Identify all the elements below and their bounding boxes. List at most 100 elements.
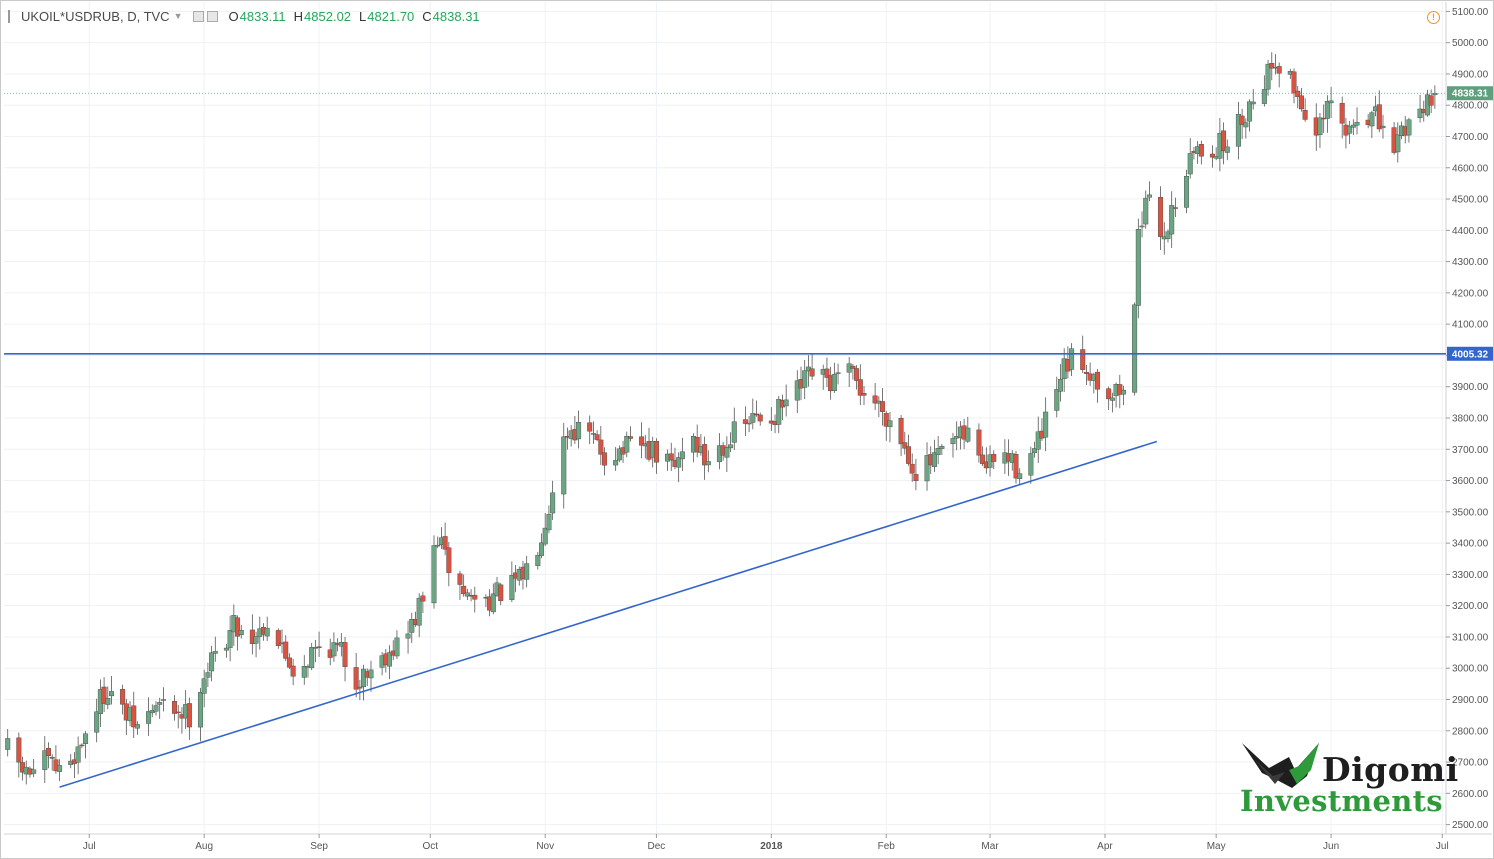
candle-body xyxy=(316,646,322,648)
candle-body xyxy=(368,669,374,679)
candle-body xyxy=(75,746,81,763)
candle-body xyxy=(431,545,437,604)
candle-body xyxy=(1146,194,1152,198)
candle-body xyxy=(357,686,363,689)
y-tick-label: 4800.00 xyxy=(1452,101,1489,112)
price-axis[interactable]: 5100.00 5000.00 4900.00 4800.00 4700.00 4600.… xyxy=(1446,7,1493,831)
candle-body xyxy=(1235,114,1241,147)
candle-body xyxy=(794,380,800,401)
y-tick-label: 2700.00 xyxy=(1452,758,1489,769)
candle-body xyxy=(57,765,63,772)
candle-body xyxy=(1221,130,1227,152)
candle-body xyxy=(850,365,856,369)
settings-icon[interactable] xyxy=(192,10,204,22)
candle-body xyxy=(1187,153,1193,175)
close-icon[interactable] xyxy=(206,10,218,22)
y-tick-label: 4200.00 xyxy=(1452,288,1489,299)
x-tick-label: Jul xyxy=(1436,841,1449,852)
last-price-label: 4838.31 xyxy=(1452,89,1489,100)
candle-body xyxy=(1143,197,1149,225)
x-tick-label: Jul xyxy=(83,841,96,852)
candle-body xyxy=(898,418,904,445)
candle-body xyxy=(1295,90,1301,98)
candle-body xyxy=(724,446,730,458)
candle-body xyxy=(283,641,289,659)
exclamation-circle-icon[interactable]: ! xyxy=(1427,11,1440,24)
candle-body xyxy=(909,463,915,474)
candle-body xyxy=(1017,473,1023,479)
last-price-tag xyxy=(1447,86,1493,101)
candle-body xyxy=(435,544,441,547)
candle-body xyxy=(464,592,470,597)
candle-body xyxy=(79,744,85,747)
candle-body xyxy=(728,444,734,449)
candle-body xyxy=(1172,207,1178,209)
y-tick-label: 3000.00 xyxy=(1452,664,1489,675)
overlay-lines[interactable] xyxy=(4,92,1446,788)
candle-body xyxy=(705,461,711,466)
candle-body xyxy=(420,595,426,602)
candle-body xyxy=(49,756,55,759)
candle-body xyxy=(1269,63,1275,69)
candle-body xyxy=(1406,119,1412,136)
candle-body xyxy=(1057,379,1063,392)
candle-body xyxy=(542,527,548,545)
candle-body xyxy=(913,474,919,481)
candle-body xyxy=(731,421,737,443)
candle-body xyxy=(472,594,478,600)
candle-body xyxy=(1035,431,1041,450)
chart-legend: UKOIL*USDRUB, D, TVC ▼ O 4833.11 H 4852.02… xyxy=(8,7,480,25)
y-tick-label: 5000.00 xyxy=(1452,38,1489,49)
candle-body xyxy=(186,703,192,728)
symbol-title[interactable]: UKOIL*USDRUB, D, TVC xyxy=(21,8,170,24)
candle-body xyxy=(275,630,281,646)
candle-body xyxy=(109,691,115,697)
candle-body xyxy=(309,647,315,669)
candle-body xyxy=(5,738,11,750)
candle-body xyxy=(342,642,348,667)
candle-body xyxy=(809,368,815,377)
candle-body xyxy=(1069,348,1075,370)
candle-body xyxy=(361,668,367,687)
y-tick-label: 4900.00 xyxy=(1452,69,1489,80)
y-tick-label: 3200.00 xyxy=(1452,601,1489,612)
candle-body xyxy=(1083,371,1089,374)
candle-body xyxy=(653,440,659,463)
y-tick-label: 3900.00 xyxy=(1452,382,1489,393)
candle-body xyxy=(387,652,393,667)
candle-body xyxy=(742,419,748,424)
candle-body xyxy=(201,678,207,694)
candle-body xyxy=(498,584,504,602)
y-tick-label: 2500.00 xyxy=(1452,820,1489,831)
flag-icon[interactable] xyxy=(8,9,15,23)
candle-body xyxy=(1350,124,1356,128)
candle-body xyxy=(172,701,178,714)
candle-body xyxy=(980,454,986,465)
candle-body xyxy=(639,436,645,446)
candle-body xyxy=(1117,384,1123,395)
candle-body xyxy=(802,370,808,388)
candle-body xyxy=(627,436,633,439)
x-tick-label: Nov xyxy=(536,841,554,852)
candle-body xyxy=(212,651,218,654)
candles xyxy=(5,52,1438,785)
candle-body xyxy=(1120,389,1126,395)
candle-body xyxy=(131,705,137,728)
candle-body xyxy=(668,453,674,461)
x-tick-label: Dec xyxy=(648,841,666,852)
candle-body xyxy=(872,395,878,404)
open-value: 4833.11 xyxy=(239,8,286,24)
time-axis[interactable]: Jul Aug Sep Oct Nov Dec 2018 Feb Mar Apr May Jun Jul xyxy=(83,834,1449,852)
logo-sub-text: Investments xyxy=(1240,784,1443,818)
candle-body xyxy=(1243,122,1249,128)
candle-body xyxy=(750,413,756,423)
y-tick-label: 4600.00 xyxy=(1452,163,1489,174)
candle-body xyxy=(509,575,515,600)
chevron-down-icon[interactable]: ▼ xyxy=(173,11,183,21)
candle-body xyxy=(1032,448,1038,453)
candle-body xyxy=(1132,304,1138,393)
candle-body xyxy=(1184,176,1190,208)
candle-body xyxy=(824,368,830,378)
candle-body xyxy=(883,413,889,427)
